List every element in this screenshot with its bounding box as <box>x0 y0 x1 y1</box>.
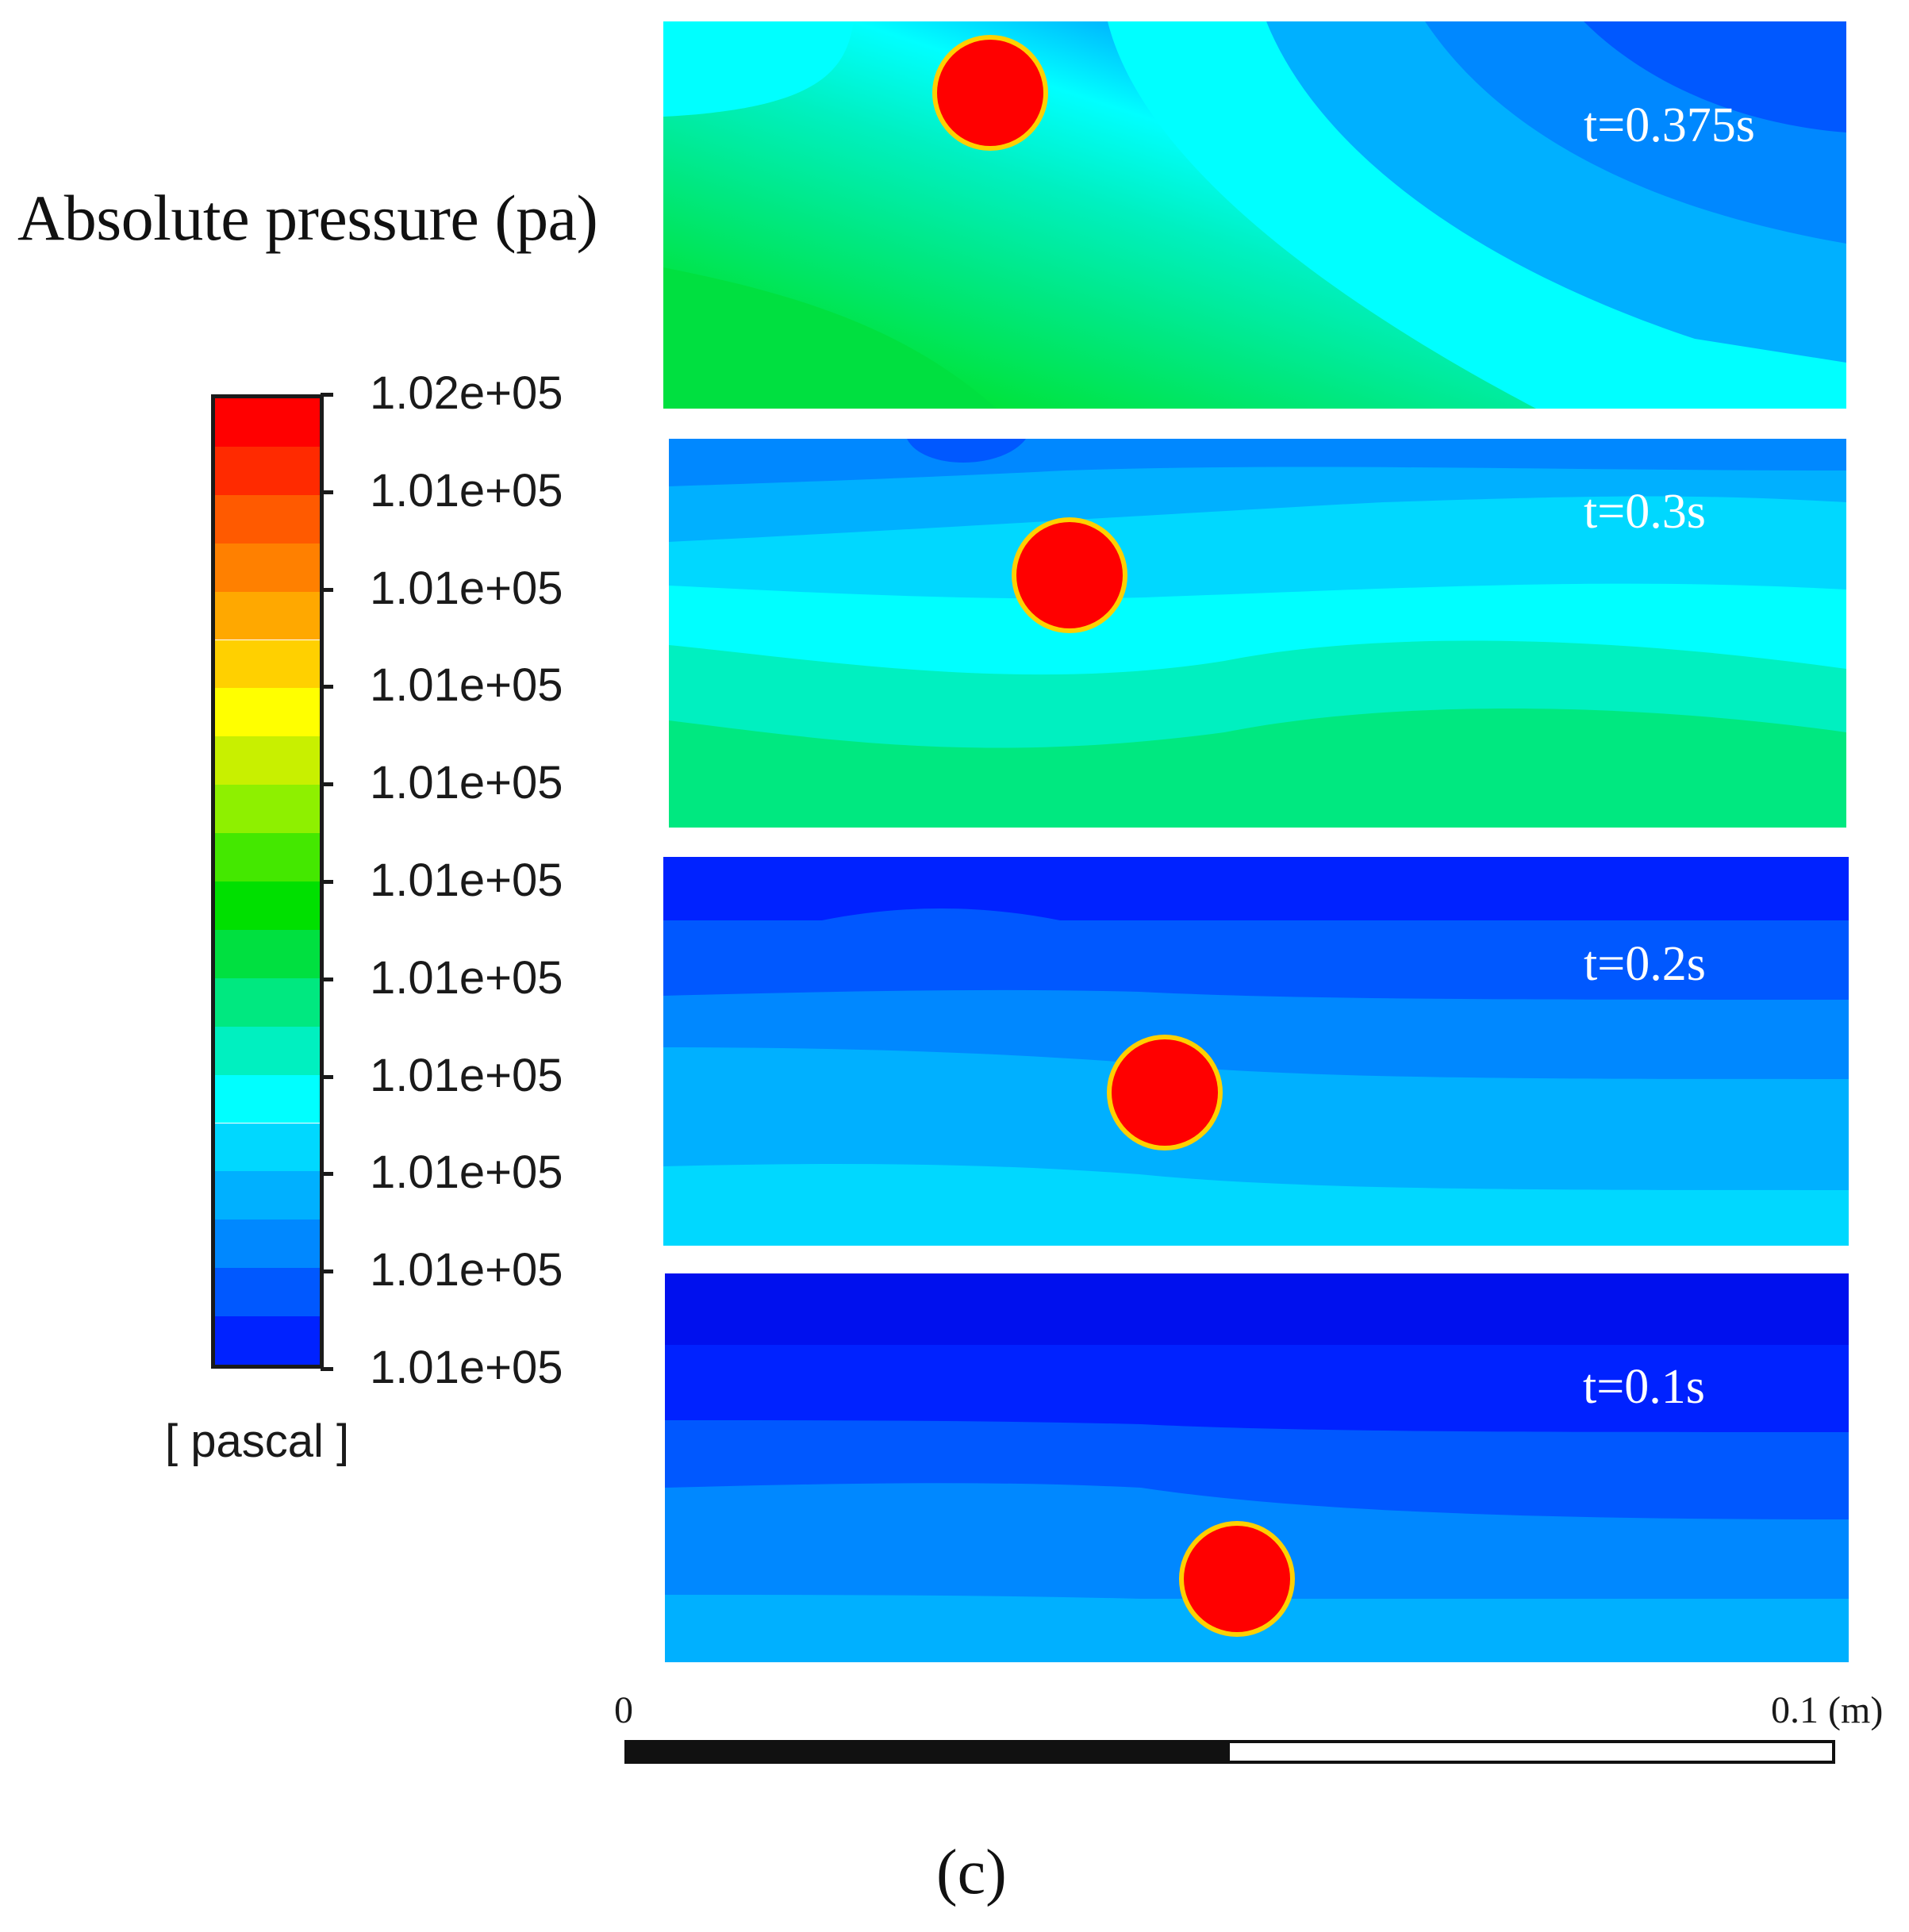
colorbar-tick <box>321 1367 333 1371</box>
colorbar-tick <box>321 977 333 981</box>
colorbar-tick <box>321 782 333 787</box>
colorbar-tick <box>321 1074 333 1079</box>
colorbar-band <box>215 1074 320 1123</box>
colorbar-band <box>215 1220 320 1269</box>
panel-time-label: t=0.375s <box>1584 98 1755 152</box>
colorbar-band <box>215 1268 320 1317</box>
colorbar <box>211 394 324 1369</box>
panel-time-label: t=0.3s <box>1584 485 1706 539</box>
colorbar-band <box>215 785 320 834</box>
panel-time-label: t=0.2s <box>1584 937 1706 991</box>
colorbar-tick-label: 1.01e+05 <box>370 757 563 809</box>
scale-bar-filled-half <box>628 1743 1230 1761</box>
scale-bar <box>624 1740 1835 1764</box>
figure-caption: (c) <box>936 1838 1007 1907</box>
colorbar-unit-label: [ pascal ] <box>165 1415 350 1467</box>
pressure-panel-t02: t=0.2s <box>663 857 1849 1246</box>
colorbar-tick <box>321 685 333 689</box>
colorbar-tick-label: 1.01e+05 <box>370 1342 563 1393</box>
colorbar-band <box>215 543 320 592</box>
scale-bar-start-label: 0 <box>614 1689 633 1731</box>
pressure-panel-t0375: t=0.375s <box>663 21 1846 409</box>
colorbar-tick-label: 1.01e+05 <box>370 855 563 906</box>
colorbar-band <box>215 494 320 543</box>
colorbar-tick <box>321 490 333 494</box>
colorbar-band <box>215 446 320 495</box>
colorbar-band <box>215 640 320 689</box>
colorbar-tick-label: 1.01e+05 <box>370 562 563 614</box>
colorbar-band <box>215 1171 320 1220</box>
pressure-panel-t03: t=0.3s <box>669 439 1846 828</box>
colorbar-band <box>215 1316 320 1365</box>
colorbar-tick-label: 1.01e+05 <box>370 1049 563 1101</box>
pressure-panel-t01: t=0.1s <box>665 1273 1849 1662</box>
colorbar-tick-label: 1.01e+05 <box>370 1147 563 1199</box>
colorbar-tick-label: 1.01e+05 <box>370 951 563 1004</box>
panel-time-label: t=0.1s <box>1583 1360 1705 1414</box>
colorbar-tick <box>321 880 333 884</box>
colorbar-band <box>215 591 320 640</box>
colorbar-band <box>215 1123 320 1172</box>
colorbar-tick <box>321 587 333 592</box>
colorbar-band <box>215 398 320 447</box>
scale-bar-end-label: 0.1 (m) <box>1771 1689 1884 1731</box>
colorbar-band <box>215 929 320 978</box>
figure-title: Absolute pressure (pa) <box>17 182 598 254</box>
colorbar-tick-label: 1.01e+05 <box>370 659 563 712</box>
colorbar-tick <box>321 393 333 397</box>
colorbar-tick <box>321 1172 333 1177</box>
colorbar-band <box>215 833 320 881</box>
colorbar-band <box>215 736 320 785</box>
colorbar-tick-label: 1.01e+05 <box>370 1244 563 1296</box>
colorbar-tick <box>321 1269 333 1274</box>
colorbar-band <box>215 881 320 930</box>
colorbar-band <box>215 688 320 737</box>
colorbar-band <box>215 1026 320 1075</box>
colorbar-tick-label: 1.01e+05 <box>370 464 563 517</box>
colorbar-band <box>215 978 320 1027</box>
colorbar-tick-label: 1.02e+05 <box>370 367 563 419</box>
